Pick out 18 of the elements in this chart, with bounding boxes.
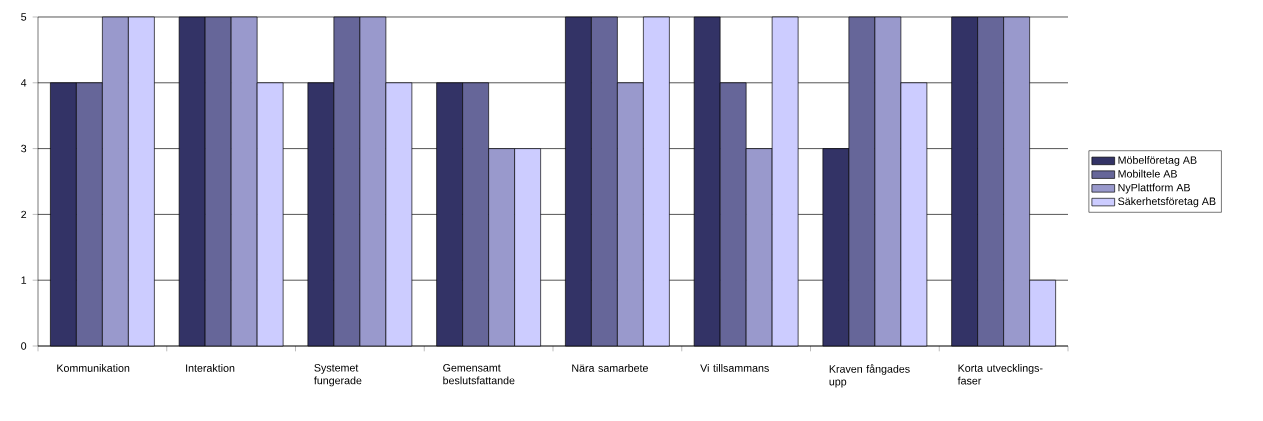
x-tick-label: Korta utvecklings-faser bbox=[957, 364, 1043, 385]
legend-label: NyPlattform AB bbox=[1118, 183, 1190, 194]
x-tick-label: Kraven fångades upp bbox=[829, 364, 910, 388]
x-tick-label: Nära samarbete bbox=[572, 364, 648, 372]
x-tick-label: Gemensamt beslutsfattande bbox=[443, 364, 515, 385]
y-tick-label: 0 bbox=[21, 342, 27, 350]
y-tick-label: 2 bbox=[21, 210, 27, 219]
x-tick-label: Interaktion bbox=[186, 364, 235, 372]
x-tick-label: Vi tillsammans bbox=[700, 364, 769, 372]
x-tick-label: Systemet fungerade bbox=[314, 364, 362, 387]
y-tick-label: 3 bbox=[21, 144, 27, 153]
legend-label: Mobiltele AB bbox=[1118, 169, 1177, 178]
y-tick-label: 5 bbox=[21, 13, 27, 21]
y-tick-label: 1 bbox=[21, 276, 27, 284]
legend-label: Säkerhetsföretag AB bbox=[1118, 197, 1216, 208]
y-tick-label: 4 bbox=[20, 79, 27, 87]
x-tick-label: Kommunikation bbox=[57, 364, 130, 372]
legend-label: Möbelföretag AB bbox=[1118, 156, 1197, 166]
